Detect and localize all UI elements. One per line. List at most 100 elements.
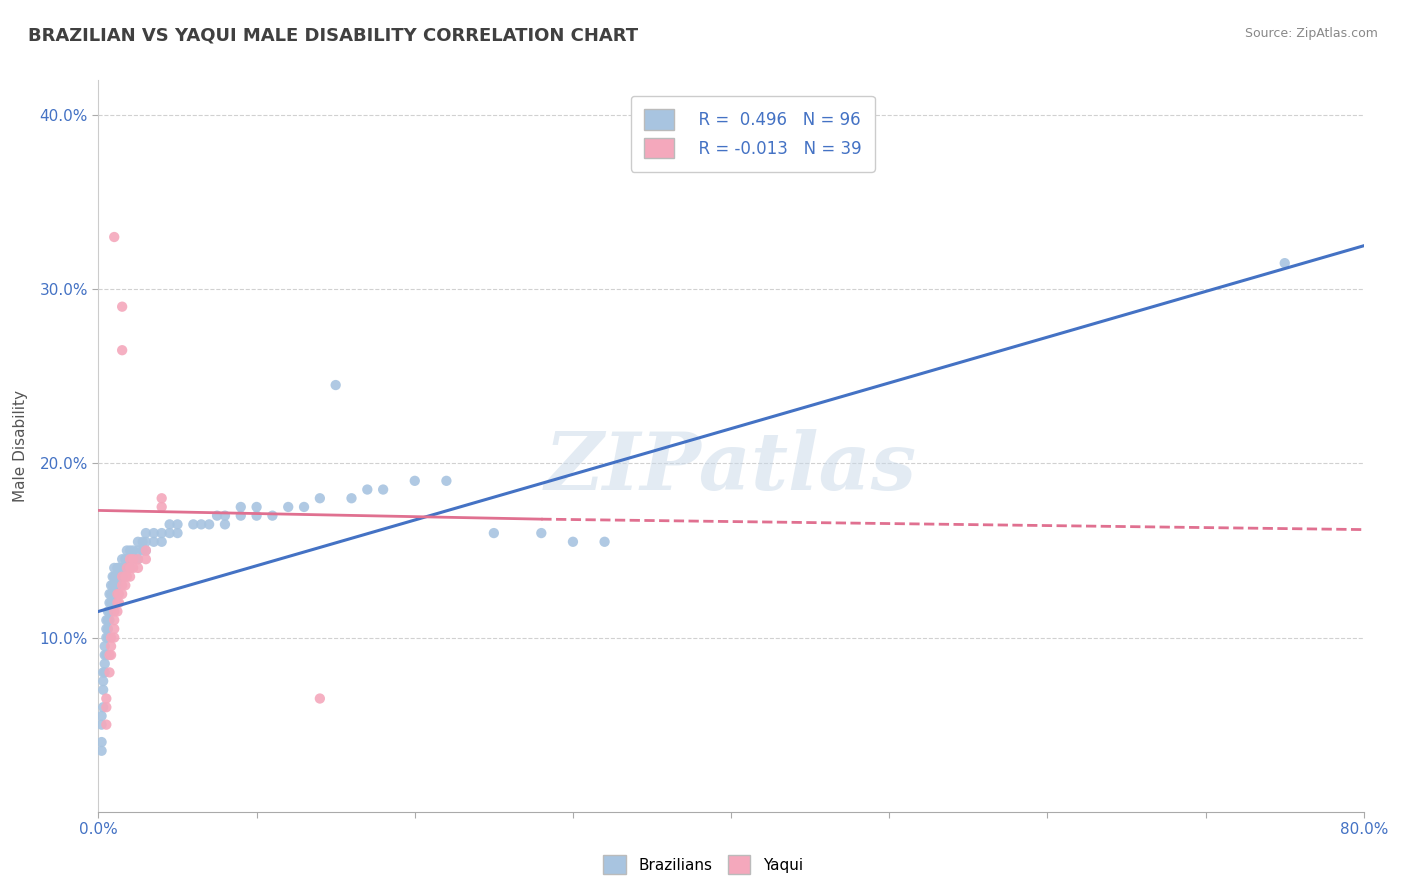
Point <box>1274 256 1296 270</box>
Point <box>98 665 121 680</box>
Point <box>103 561 125 575</box>
Point <box>593 534 616 549</box>
Point <box>100 578 122 592</box>
Point <box>120 561 141 575</box>
Point <box>246 508 269 523</box>
Point <box>101 569 124 583</box>
Point <box>340 491 363 506</box>
Point <box>150 526 173 541</box>
Point <box>107 561 129 575</box>
Point <box>135 543 157 558</box>
Point <box>309 691 332 706</box>
Point <box>98 596 121 610</box>
Point <box>150 500 173 514</box>
Point <box>159 526 181 541</box>
Point <box>166 517 188 532</box>
Point <box>93 640 117 654</box>
Text: ZIPatlas: ZIPatlas <box>546 429 917 507</box>
Point <box>103 578 125 592</box>
Point <box>97 613 120 627</box>
Point <box>127 552 149 566</box>
Point <box>127 561 149 575</box>
Point <box>111 569 134 583</box>
Point <box>100 648 122 662</box>
Point <box>103 587 125 601</box>
Point <box>107 569 129 583</box>
Point <box>108 596 131 610</box>
Point <box>120 552 141 566</box>
Point <box>150 534 173 549</box>
Point <box>561 534 585 549</box>
Point <box>98 648 121 662</box>
Point <box>101 578 124 592</box>
Point <box>90 735 112 749</box>
Point <box>115 561 138 575</box>
Point <box>97 622 120 636</box>
Point <box>114 578 136 592</box>
Point <box>229 508 252 523</box>
Point <box>205 508 228 523</box>
Point <box>111 578 134 592</box>
Point <box>93 665 117 680</box>
Point <box>107 604 129 618</box>
Point <box>111 587 134 601</box>
Point <box>142 526 165 541</box>
Point <box>96 613 118 627</box>
Point <box>111 552 134 566</box>
Point <box>135 526 157 541</box>
Point <box>198 517 221 532</box>
Point <box>93 648 117 662</box>
Point <box>371 483 394 497</box>
Point <box>96 691 118 706</box>
Point <box>91 665 114 680</box>
Point <box>262 508 284 523</box>
Point <box>100 640 122 654</box>
Point <box>100 631 122 645</box>
Point <box>101 587 124 601</box>
Point <box>108 569 131 583</box>
Point <box>246 500 269 514</box>
Point <box>120 552 141 566</box>
Point <box>142 534 165 549</box>
Point <box>96 648 118 662</box>
Point <box>229 500 252 514</box>
Point <box>91 700 114 714</box>
Point <box>115 569 138 583</box>
Point <box>115 561 138 575</box>
Point <box>98 587 121 601</box>
Point <box>107 596 129 610</box>
Point <box>436 474 458 488</box>
Point <box>530 526 553 541</box>
Point <box>214 517 236 532</box>
Point <box>96 631 118 645</box>
Point <box>108 561 131 575</box>
Point <box>100 587 122 601</box>
Point <box>90 709 112 723</box>
Point <box>103 569 125 583</box>
Point <box>120 569 141 583</box>
Text: Source: ZipAtlas.com: Source: ZipAtlas.com <box>1244 27 1378 40</box>
Point <box>482 526 505 541</box>
Point <box>108 587 131 601</box>
Point <box>93 657 117 671</box>
Point <box>120 543 141 558</box>
Point <box>90 744 112 758</box>
Point <box>150 491 173 506</box>
Point <box>91 674 114 689</box>
Point <box>190 517 212 532</box>
Point <box>309 491 332 506</box>
Point <box>97 631 120 645</box>
Point <box>91 682 114 697</box>
Point <box>277 500 299 514</box>
Point <box>98 604 121 618</box>
Point <box>114 552 136 566</box>
Point <box>127 552 149 566</box>
Text: BRAZILIAN VS YAQUI MALE DISABILITY CORRELATION CHART: BRAZILIAN VS YAQUI MALE DISABILITY CORRE… <box>28 27 638 45</box>
Point <box>159 517 181 532</box>
Point <box>107 587 129 601</box>
Point <box>132 543 155 558</box>
Point <box>127 543 149 558</box>
Point <box>96 622 118 636</box>
Point <box>120 561 141 575</box>
Point <box>90 717 112 731</box>
